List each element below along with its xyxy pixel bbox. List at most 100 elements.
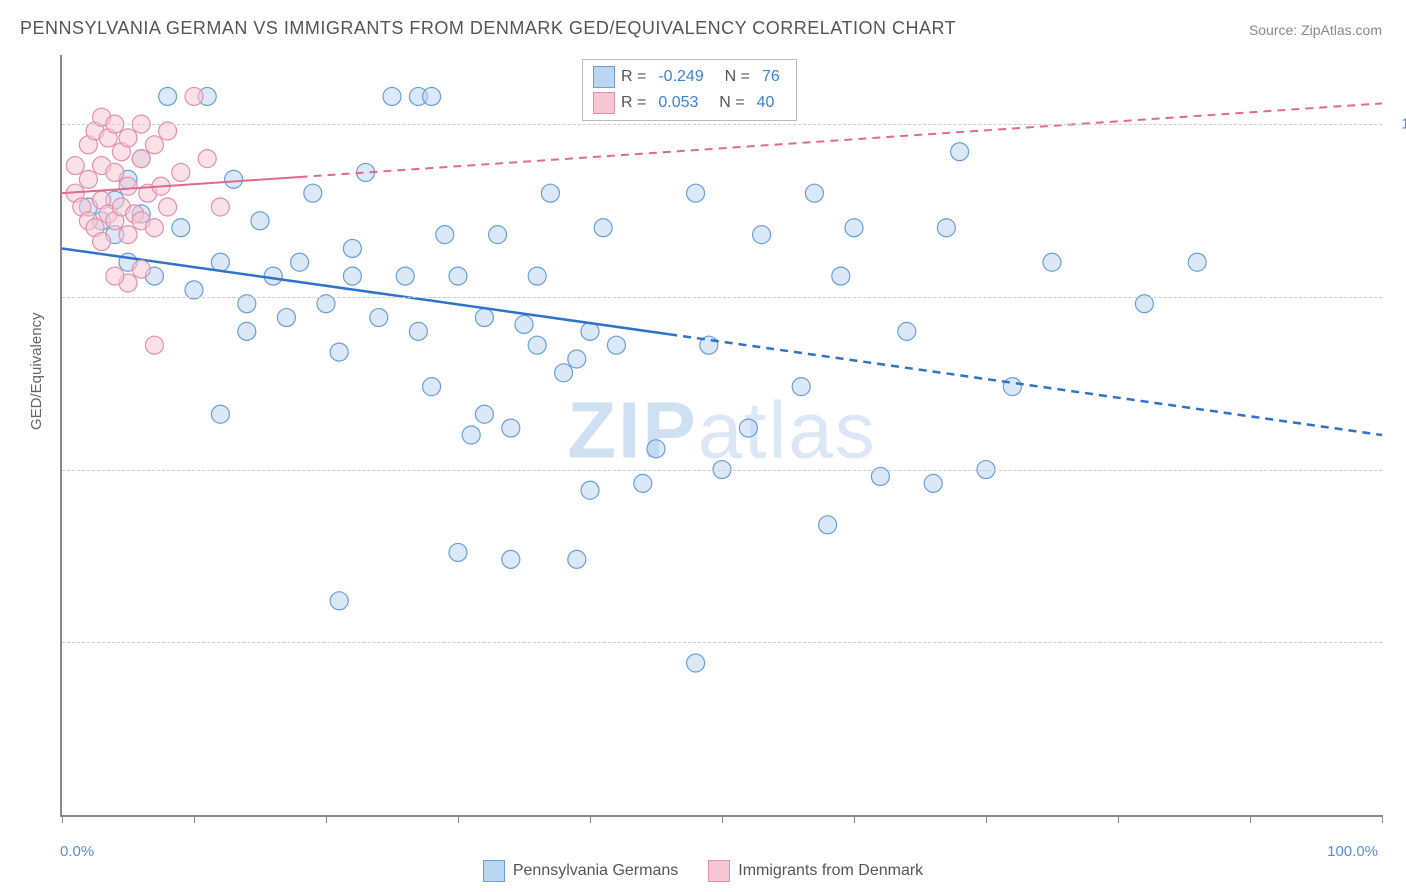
- legend-swatch: [708, 860, 730, 882]
- data-point: [304, 184, 322, 202]
- data-point: [475, 405, 493, 423]
- legend-swatch: [593, 66, 615, 88]
- data-point: [185, 87, 203, 105]
- data-point: [159, 198, 177, 216]
- data-point: [832, 267, 850, 285]
- data-point: [383, 87, 401, 105]
- data-point: [1003, 378, 1021, 396]
- data-point: [845, 219, 863, 237]
- legend-n-label: N =: [710, 94, 744, 112]
- data-point: [132, 150, 150, 168]
- legend-row: R = 0.053 N = 40: [593, 90, 786, 116]
- chart-title: PENNSYLVANIA GERMAN VS IMMIGRANTS FROM D…: [20, 18, 956, 39]
- plot-svg: [62, 55, 1382, 815]
- data-point: [568, 350, 586, 368]
- data-point: [502, 419, 520, 437]
- data-point: [1188, 253, 1206, 271]
- data-point: [647, 440, 665, 458]
- trend-line-solid: [62, 248, 669, 334]
- legend-n-value: 40: [751, 94, 781, 112]
- data-point: [489, 226, 507, 244]
- gridline: [62, 124, 1382, 125]
- data-point: [687, 654, 705, 672]
- gridline: [62, 297, 1382, 298]
- data-point: [568, 550, 586, 568]
- x-tick: [194, 815, 195, 823]
- data-point: [145, 136, 163, 154]
- x-tick: [62, 815, 63, 823]
- data-point: [502, 550, 520, 568]
- data-point: [753, 226, 771, 244]
- data-point: [898, 322, 916, 340]
- data-point: [132, 260, 150, 278]
- data-point: [159, 87, 177, 105]
- x-tick: [854, 815, 855, 823]
- data-point: [66, 157, 84, 175]
- data-point: [937, 219, 955, 237]
- x-tick: [590, 815, 591, 823]
- legend-n-value: 76: [756, 68, 786, 86]
- data-point: [211, 198, 229, 216]
- x-max-label: 100.0%: [1327, 843, 1378, 860]
- data-point: [515, 315, 533, 333]
- data-point: [436, 226, 454, 244]
- trend-line-dashed: [669, 334, 1382, 435]
- data-point: [423, 378, 441, 396]
- data-point: [792, 378, 810, 396]
- data-point: [607, 336, 625, 354]
- data-point: [924, 474, 942, 492]
- data-point: [172, 219, 190, 237]
- data-point: [819, 516, 837, 534]
- data-point: [449, 267, 467, 285]
- data-point: [343, 239, 361, 257]
- data-point: [211, 253, 229, 271]
- legend-item: Pennsylvania Germans: [483, 860, 678, 882]
- x-min-label: 0.0%: [60, 843, 94, 860]
- legend-item: Immigrants from Denmark: [708, 860, 923, 882]
- trend-line-dashed: [300, 103, 1382, 177]
- data-point: [291, 253, 309, 271]
- data-point: [687, 184, 705, 202]
- legend-swatch: [593, 92, 615, 114]
- data-point: [119, 177, 137, 195]
- data-point: [555, 364, 573, 382]
- legend-r-label: R =: [621, 68, 646, 86]
- data-point: [251, 212, 269, 230]
- legend-r-label: R =: [621, 94, 646, 112]
- x-tick: [326, 815, 327, 823]
- x-tick: [1250, 815, 1251, 823]
- y-tick-label: 50.0%: [1392, 461, 1406, 478]
- series-legend: Pennsylvania Germans Immigrants from Denm…: [0, 860, 1406, 882]
- data-point: [145, 336, 163, 354]
- y-axis-label: GED/Equivalency: [28, 312, 45, 430]
- data-point: [106, 163, 124, 181]
- data-point: [93, 233, 111, 251]
- data-point: [198, 150, 216, 168]
- data-point: [423, 87, 441, 105]
- legend-row: R =-0.249 N =76: [593, 64, 786, 90]
- data-point: [145, 219, 163, 237]
- x-tick: [1118, 815, 1119, 823]
- data-point: [409, 322, 427, 340]
- legend-r-value: 0.053: [652, 94, 704, 112]
- data-point: [528, 267, 546, 285]
- y-tick-label: 100.0%: [1392, 116, 1406, 133]
- data-point: [370, 309, 388, 327]
- legend-label: Immigrants from Denmark: [738, 862, 923, 880]
- data-point: [277, 309, 295, 327]
- y-tick-label: 25.0%: [1392, 634, 1406, 651]
- source-text: Source: ZipAtlas.com: [1249, 22, 1382, 38]
- data-point: [594, 219, 612, 237]
- x-tick: [722, 815, 723, 823]
- data-point: [396, 267, 414, 285]
- data-point: [119, 129, 137, 147]
- legend-label: Pennsylvania Germans: [513, 862, 678, 880]
- data-point: [172, 163, 190, 181]
- x-tick: [458, 815, 459, 823]
- legend-swatch: [483, 860, 505, 882]
- data-point: [528, 336, 546, 354]
- legend-r-value: -0.249: [652, 68, 709, 86]
- data-point: [462, 426, 480, 444]
- data-point: [106, 267, 124, 285]
- data-point: [581, 481, 599, 499]
